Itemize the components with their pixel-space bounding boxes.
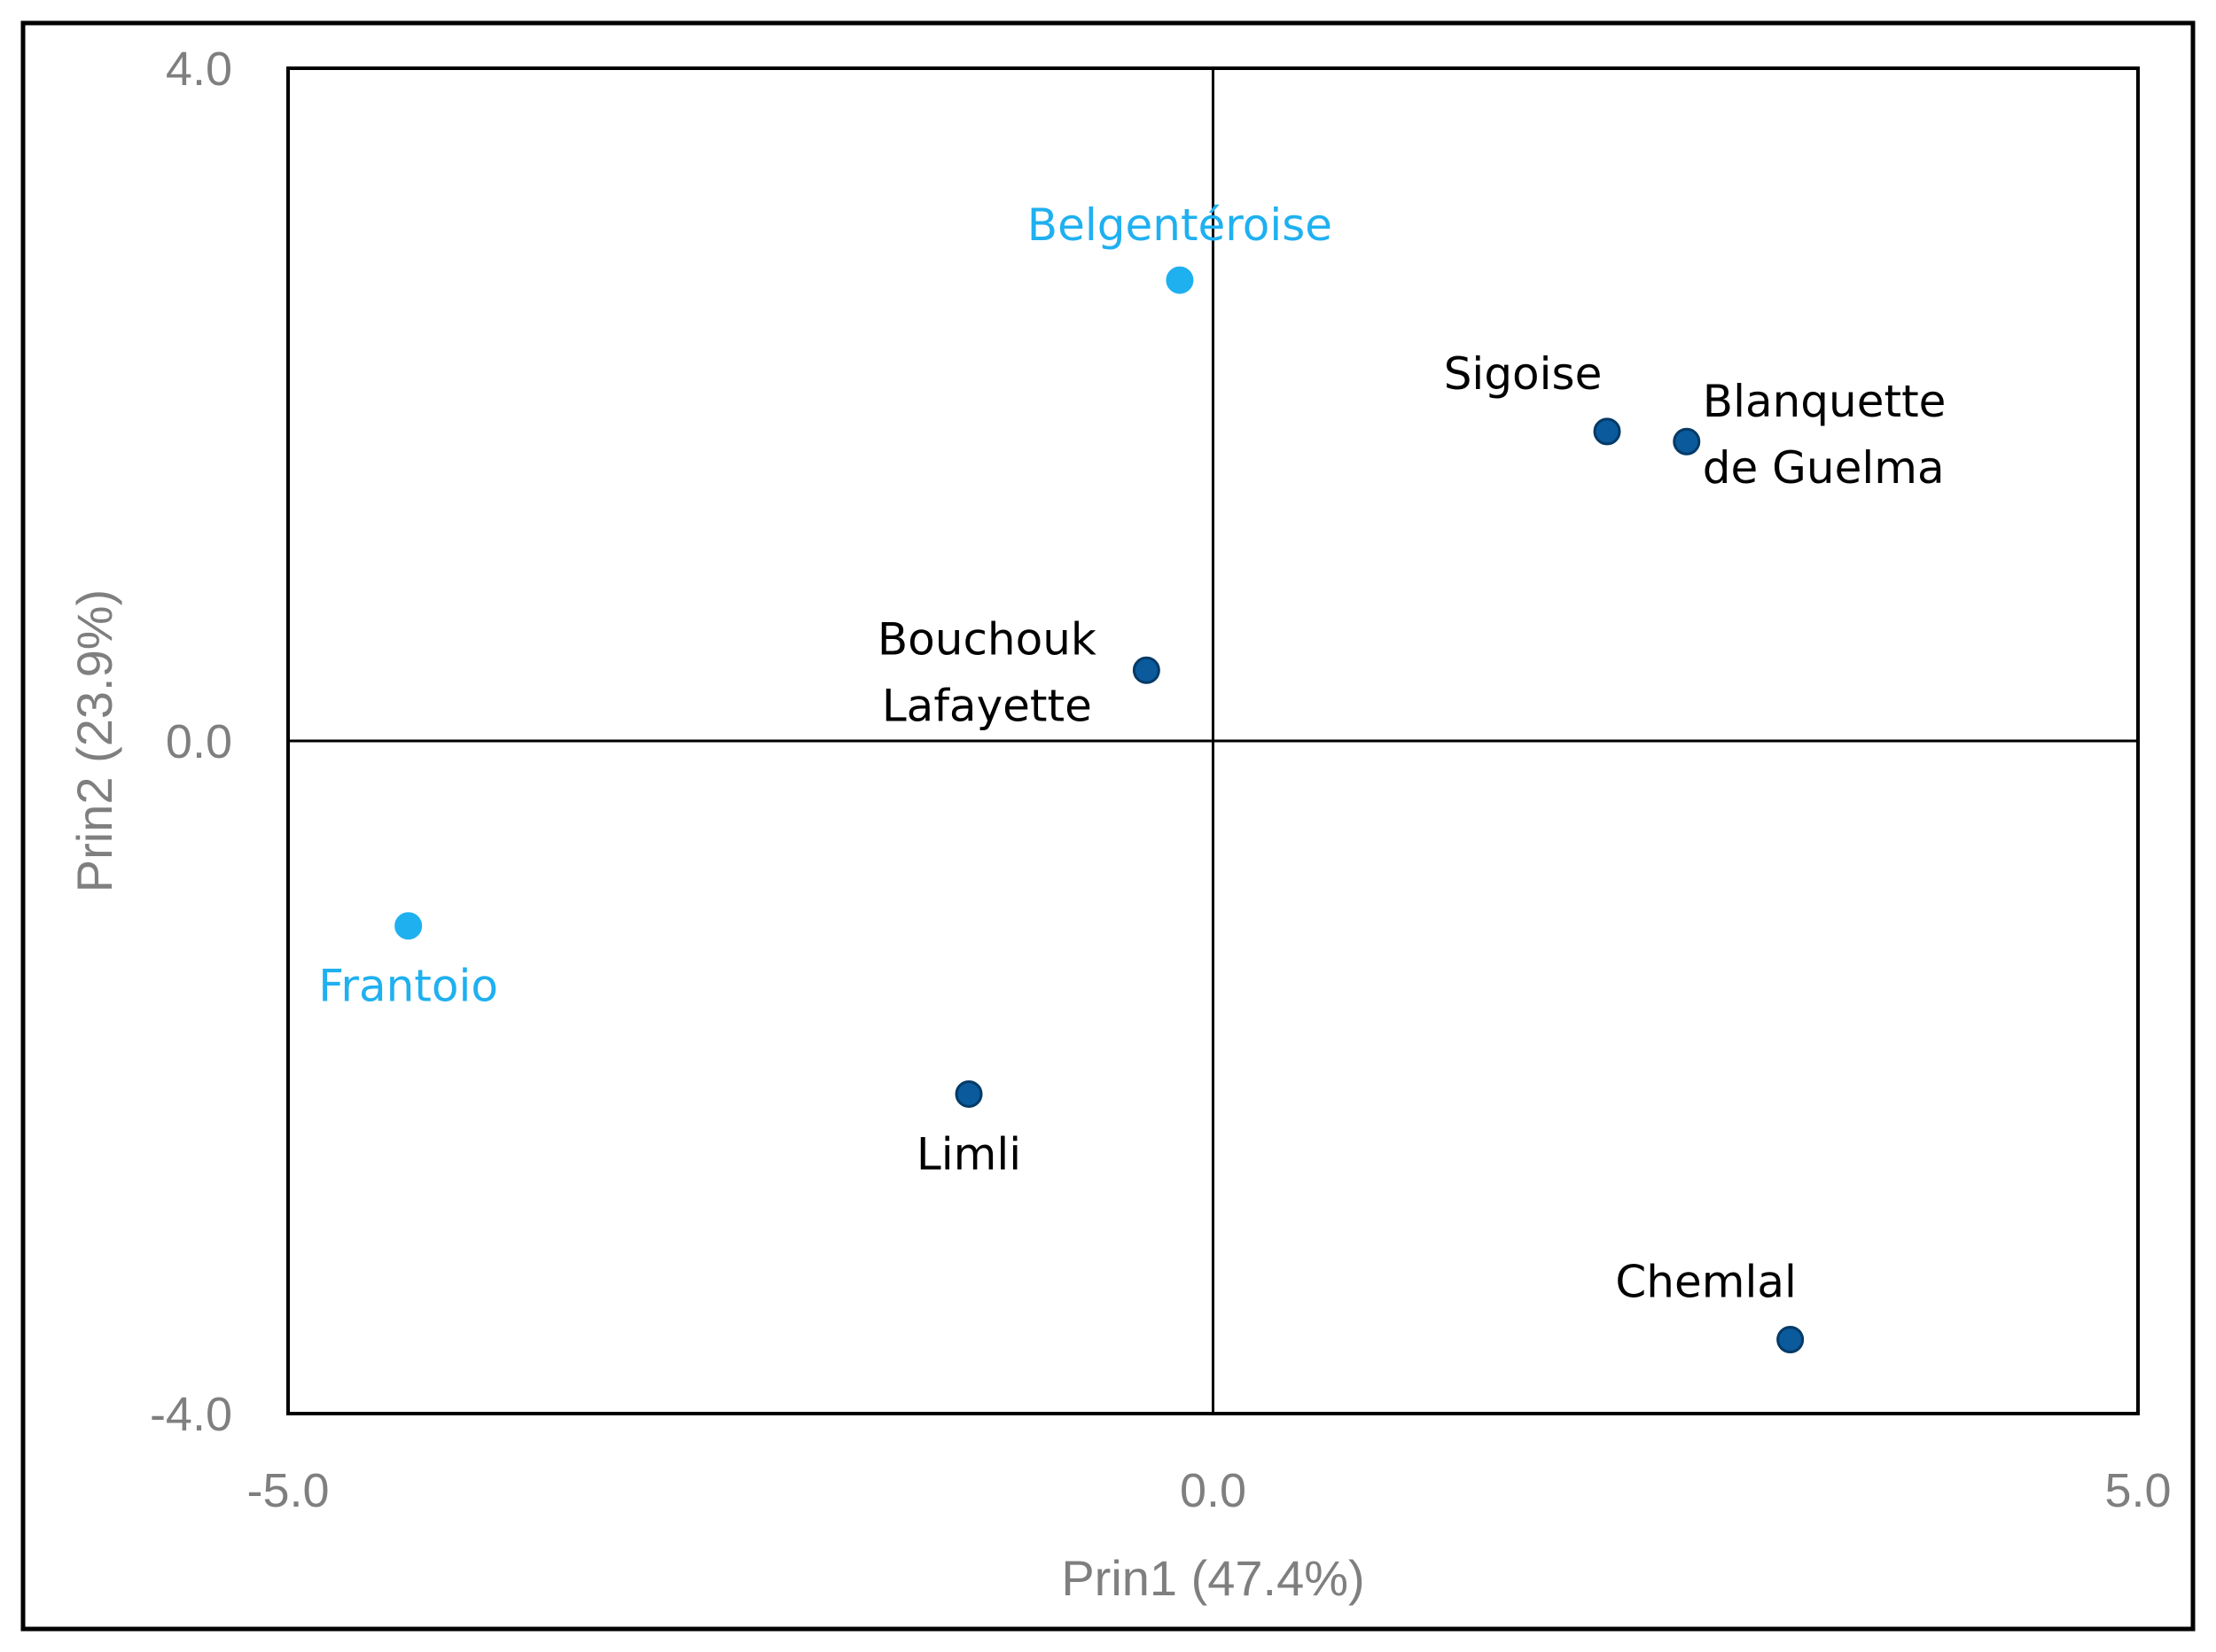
- data-point: [1132, 656, 1160, 684]
- point-label-line: Limli: [917, 1128, 1021, 1180]
- data-point: [955, 1079, 983, 1108]
- point-label-line: de Guelma: [1703, 442, 1945, 494]
- point-label-line: Frantoio: [318, 961, 498, 1012]
- point-label-line: Belgentéroise: [1027, 199, 1332, 251]
- point-label-line: Bouchouk: [878, 613, 1096, 665]
- data-point: [1776, 1326, 1805, 1354]
- point-label-line: Lafayette: [882, 680, 1092, 731]
- point-label: Chemlal: [1615, 1257, 1797, 1308]
- point-label: Belgentéroise: [1027, 199, 1332, 251]
- x-tick-zero: 0.0: [1180, 1464, 1246, 1517]
- y-axis-title: Prin2 (23.9%): [66, 589, 122, 892]
- point-label: Frantoio: [318, 961, 498, 1012]
- point-label: Limli: [917, 1128, 1021, 1180]
- point-label-line: Sigoise: [1444, 348, 1603, 400]
- point-label-line: Chemlal: [1615, 1257, 1797, 1308]
- x-tick-min: -5.0: [246, 1464, 329, 1517]
- data-point: [1166, 266, 1194, 294]
- x-axis-title: Prin1 (47.4%): [1061, 1550, 1364, 1606]
- data-point: [1593, 417, 1621, 446]
- y-tick-max: 4.0: [166, 43, 232, 96]
- y-tick-min: -4.0: [150, 1388, 232, 1441]
- point-label: Blanquette de Guelma: [1703, 376, 1947, 494]
- x-tick-max: 5.0: [2104, 1464, 2171, 1517]
- data-point: [394, 912, 423, 940]
- data-point: [1673, 427, 1701, 456]
- y-tick-zero: 0.0: [166, 715, 232, 768]
- point-label-line: Blanquette: [1703, 376, 1947, 427]
- point-label: Sigoise: [1444, 348, 1603, 400]
- point-label: Bouchouk Lafayette: [878, 613, 1096, 731]
